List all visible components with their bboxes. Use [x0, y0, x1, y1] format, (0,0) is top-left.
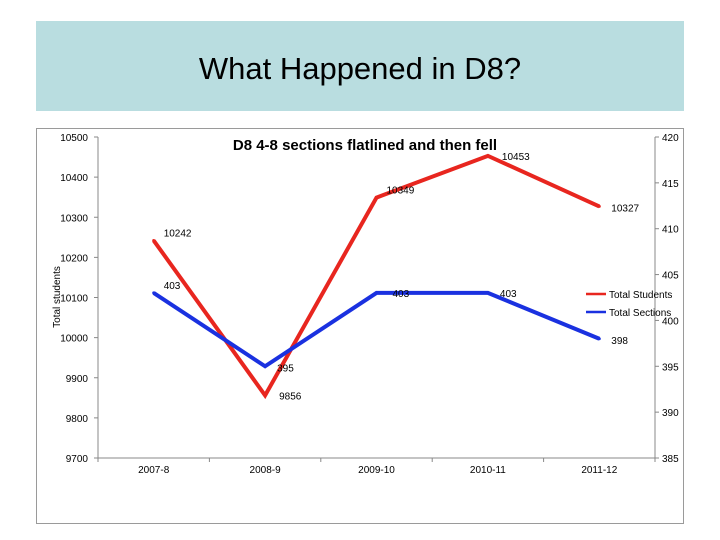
y2-tick-label: 410	[662, 225, 679, 236]
y2-tick-label: 405	[662, 271, 679, 282]
x-tick-label: 2011-12	[581, 465, 617, 476]
series-line-2	[152, 290, 601, 369]
x-tick-label: 2008-9	[250, 465, 282, 476]
title-banner: What Happened in D8?	[36, 21, 684, 111]
data-label: 398	[611, 336, 628, 347]
data-point	[375, 196, 378, 200]
y2-tick-label: 420	[662, 133, 679, 144]
legend-label-2: Total Sections	[609, 308, 671, 319]
data-label: 403	[393, 289, 410, 300]
y2-tick-label: 415	[662, 179, 679, 190]
y-axis-label: Total students	[52, 266, 63, 328]
y-tick-label: 10400	[60, 173, 88, 184]
data-label: 10327	[611, 203, 639, 214]
data-point	[486, 291, 490, 295]
data-label: 403	[500, 289, 517, 300]
y2-tick-label: 395	[662, 362, 679, 373]
x-tick-label: 2009-10	[358, 465, 395, 476]
series-line-1	[152, 153, 601, 400]
tick-labels: 10500 10400 10300 10200 10100 10000 9900 9800 97…	[60, 133, 679, 476]
chart-title: D8 4-8 sections flatlined and then fell	[233, 137, 497, 154]
data-point	[597, 204, 601, 208]
y-tick-label: 9700	[66, 454, 89, 465]
y2-tick-label: 385	[662, 454, 679, 465]
axes	[94, 136, 659, 462]
data-labels: 10242 9856 10349 10453 10327 403 395 403 403 398	[164, 152, 640, 403]
data-label: 9856	[279, 391, 302, 402]
x-tick-label: 2010-11	[470, 465, 506, 476]
legend: Total Students Total Sections	[586, 290, 672, 319]
data-point	[263, 393, 267, 397]
y2-tick-label: 390	[662, 408, 679, 419]
data-point	[152, 291, 156, 295]
y-tick-label: 9800	[66, 414, 89, 425]
y-tick-label: 9900	[66, 374, 89, 385]
y2-tick-label: 400	[662, 316, 679, 327]
slide-title: What Happened in D8?	[198, 51, 522, 86]
data-label: 403	[164, 281, 181, 292]
y-tick-label: 10100	[60, 294, 88, 305]
data-label: 10453	[502, 152, 530, 163]
y-tick-label: 10000	[60, 334, 88, 345]
data-label: 10242	[164, 229, 192, 240]
data-point	[263, 364, 267, 368]
y-tick-label: 10500	[60, 133, 88, 144]
data-label: 395	[277, 363, 294, 374]
data-point	[597, 337, 601, 341]
y-tick-label: 10200	[60, 253, 88, 264]
data-label: 10349	[387, 186, 415, 197]
legend-label-1: Total Students	[609, 290, 672, 301]
y-tick-label: 10300	[60, 213, 88, 224]
x-tick-label: 2007-8	[138, 465, 170, 476]
data-point	[486, 154, 490, 158]
data-point	[152, 239, 156, 243]
series-lines	[152, 153, 601, 400]
data-point	[375, 291, 378, 295]
